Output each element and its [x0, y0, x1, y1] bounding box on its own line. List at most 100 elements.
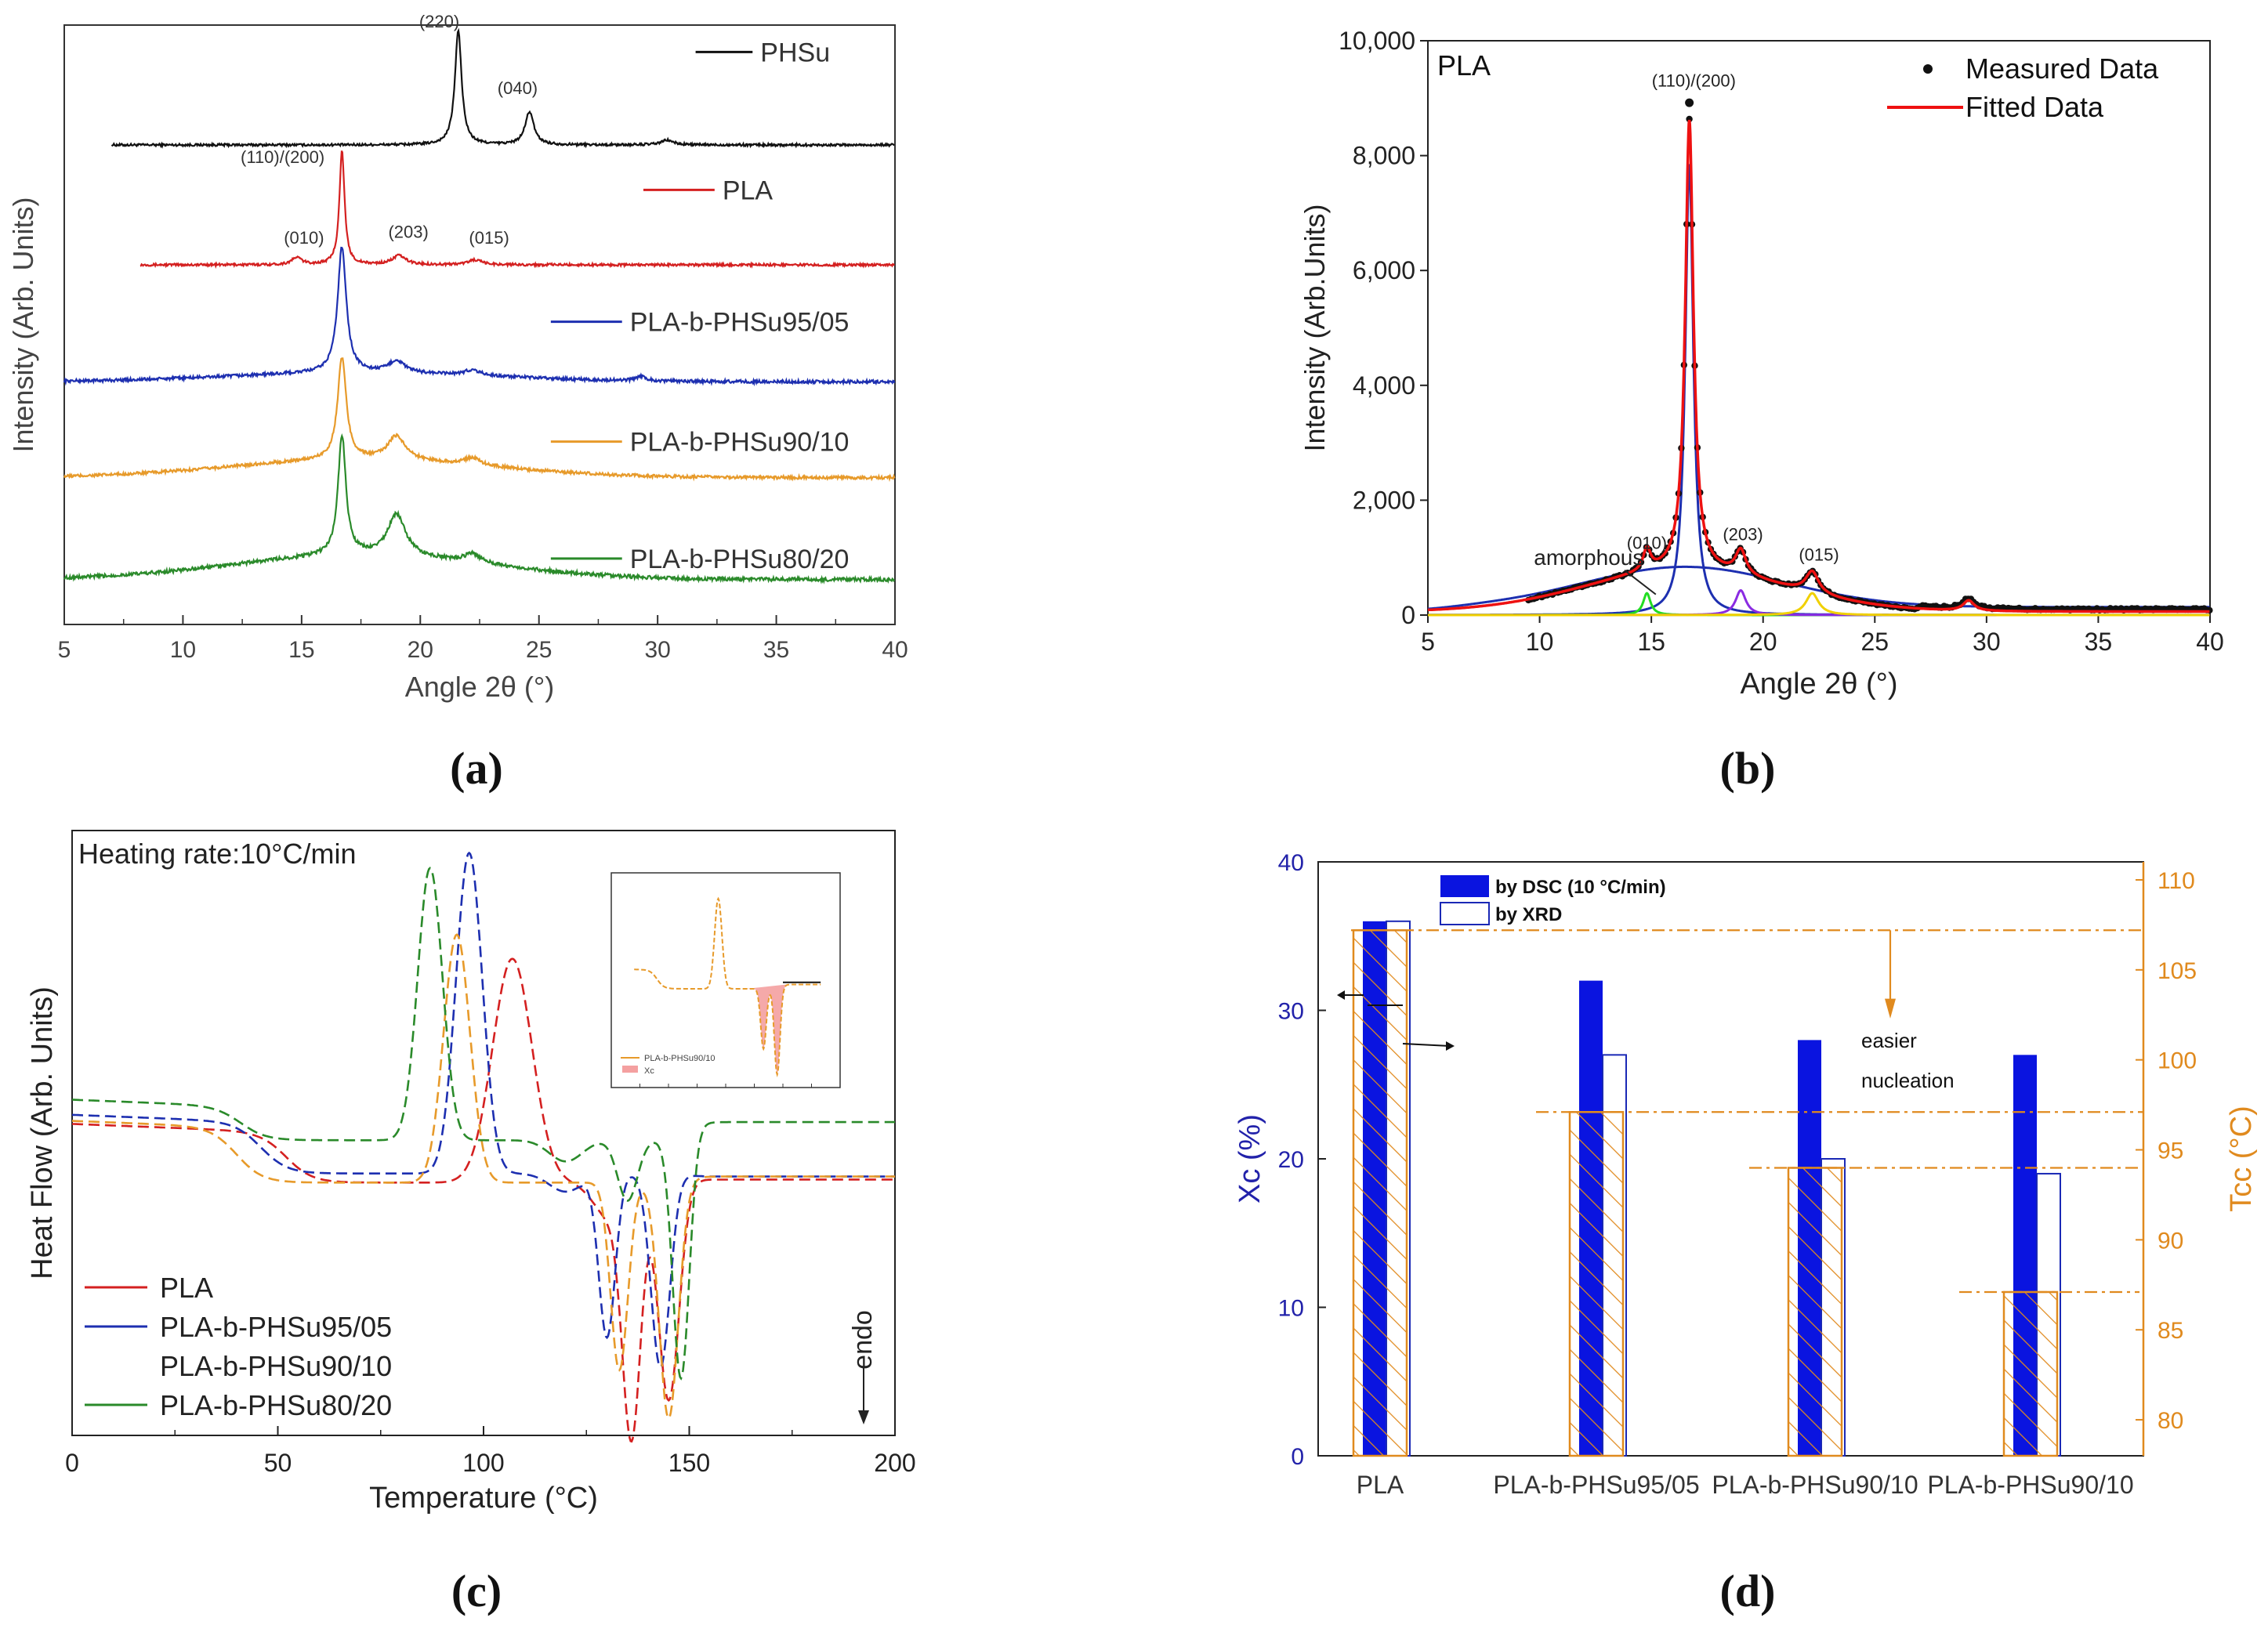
panel-a-xtick-label: 20 — [408, 637, 433, 663]
panel-d-ylabel-right: Tcc (°C) — [2225, 1106, 2258, 1212]
panel-b-fitted-line — [1428, 119, 2210, 614]
panel-b-xtick-label: 5 — [1421, 628, 1435, 656]
panel-d-ytick-right-label: 105 — [2157, 958, 2197, 984]
panel-a-xtick-label: 30 — [644, 637, 670, 663]
panel-c-legend-text: PLA-b-PHSu80/20 — [160, 1389, 392, 1421]
panel-a-legend-text: PLA-b-PHSu95/05 — [630, 308, 850, 338]
panel-d-annotation-easier: easier — [1861, 1029, 1917, 1052]
panel-d-ytick-left-label: 0 — [1291, 1444, 1304, 1470]
panel-d-ylabel-left: Xc (%) — [1234, 1114, 1266, 1203]
panel-d-ytick-right-label: 100 — [2157, 1048, 2197, 1074]
panel-b-legend-dot — [1923, 64, 1933, 74]
panel-c-endo-arrowhead — [858, 1410, 869, 1424]
panel-a-peak-label: (015) — [469, 228, 509, 248]
panel-a-xtick-label: 10 — [170, 637, 196, 663]
panel-a-series-1 — [139, 150, 896, 270]
panel-c-inset-legend-text: Xc — [644, 1066, 654, 1076]
panel-a-peak-label: (110)/(200) — [241, 147, 324, 167]
panel-a-legend-text: PLA-b-PHSu80/20 — [630, 545, 850, 574]
panel-a-peak-label: (203) — [388, 223, 428, 242]
panel-a-series-0 — [111, 27, 895, 149]
panel-d-legend-dsc-swatch — [1440, 875, 1489, 897]
panel-b-xtick-label: 25 — [1860, 628, 1889, 656]
panel-a-xtick-label: 35 — [763, 637, 789, 663]
panel-d-caption: (d) — [1720, 1565, 1776, 1616]
panel-c-inset-legend-swatch — [622, 1066, 638, 1073]
panel-b-frame — [1427, 40, 2211, 616]
panel-c-legend-text: PLA-b-PHSu90/10 — [160, 1350, 392, 1382]
panel-b-xtick-label: 35 — [2085, 628, 2113, 656]
panel-b-ytick-label: 2,000 — [1353, 486, 1415, 514]
panel-a-legend-text: PLA — [723, 176, 774, 205]
panel-b-measured-point — [1686, 115, 1693, 123]
panel-b-peak-label: (110)/(200) — [1652, 71, 1736, 91]
panel-c-legend-text: PLA-b-PHSu95/05 — [160, 1311, 392, 1343]
panel-a-peak-label: (010) — [284, 228, 324, 248]
panel-a-series-2 — [63, 246, 896, 387]
panel-d-legend-dsc-text: by DSC (10 °C/min) — [1495, 877, 1666, 898]
panel-b-xtick-label: 30 — [1973, 628, 2001, 656]
panel-b-xtick-label: 10 — [1526, 628, 1554, 656]
panel-d-ytick-right-label: 85 — [2157, 1318, 2183, 1344]
panel-a-xtick-label: 15 — [288, 637, 314, 663]
panel-d-bar-tcc — [2002, 1290, 2059, 1457]
panel-d-bar-tcc — [1568, 1111, 1625, 1457]
panel-a-caption: (a) — [450, 743, 503, 794]
panel-b-peak-label: (010) — [1627, 534, 1667, 553]
panel-d-left-arrowhead — [1337, 990, 1345, 1000]
panel-a-series-4 — [63, 433, 896, 585]
panel-d-ytick-right-label: 80 — [2157, 1408, 2183, 1434]
panel-c-endo-label: endo — [848, 1310, 878, 1370]
panel-d-ytick-right-label: 110 — [2157, 868, 2195, 894]
panel-b-ytick-label: 8,000 — [1353, 142, 1415, 170]
panel-c-inset-curve — [634, 896, 821, 1077]
panel-c-legend-text: PLA — [160, 1272, 213, 1304]
panel-b-ylabel: Intensity (Arb.Units) — [1299, 204, 1331, 451]
panel-c-inset-fill — [746, 984, 787, 1075]
panel-c-annotation: Heating rate:10°C/min — [78, 838, 357, 870]
panel-d-ytick-right-label: 90 — [2157, 1228, 2183, 1254]
panel-b-legend-measured: Measured Data — [1965, 52, 2159, 85]
panel-a-peak-label: (220) — [419, 12, 459, 31]
panel-a-xlabel: Angle 2θ (°) — [405, 671, 555, 703]
panel-b-amorphous-arrow — [1624, 570, 1657, 595]
panel-d-bar-tcc — [1787, 1167, 1843, 1457]
panel-c-xlabel: Temperature (°C) — [369, 1482, 598, 1515]
panel-a-series-3 — [63, 357, 896, 483]
panel-b-ytick-label: 4,000 — [1353, 371, 1415, 400]
panel-b-legend-fitted: Fitted Data — [1965, 91, 2104, 123]
panel-c-xtick-label: 0 — [65, 1449, 79, 1477]
panel-c-series-3 — [71, 867, 895, 1381]
panel-b-measured-point — [1685, 98, 1694, 107]
panel-b-ytick-label: 6,000 — [1353, 256, 1415, 284]
panel-d-ytick-right-label: 95 — [2157, 1138, 2183, 1164]
panel-d-legend-xrd-swatch — [1440, 902, 1490, 925]
panel-d-right-arrow — [1402, 1043, 1451, 1047]
panel-b-peak-label: amorphous — [1534, 545, 1643, 570]
panel-c-xtick-label: 50 — [264, 1449, 292, 1477]
panel-b-inner-title: PLA — [1437, 49, 1491, 81]
panel-c-xtick-label: 100 — [462, 1449, 504, 1477]
panel-d-ytick-left-label: 20 — [1278, 1147, 1304, 1173]
panel-a-xtick-label: 25 — [526, 637, 552, 663]
panel-d-ytick-left-label: 40 — [1278, 850, 1304, 876]
panel-c-xtick-label: 150 — [668, 1449, 710, 1477]
panel-d-category-label: PLA-b-PHSu90/10 — [1712, 1471, 1918, 1499]
panel-c-series-1 — [71, 851, 895, 1369]
panel-c-caption: (c) — [451, 1565, 502, 1616]
panel-b-xtick-label: 15 — [1637, 628, 1665, 656]
panel-d-arrowhead — [1885, 998, 1896, 1019]
panel-d-legend-xrd-text: by XRD — [1495, 904, 1562, 925]
panel-c-xtick-label: 200 — [874, 1449, 915, 1477]
panel-d-bar-tcc — [1352, 929, 1408, 1457]
panel-d-annotation-nucleation: nucleation — [1861, 1069, 1955, 1092]
panel-c-inset-frame — [610, 872, 841, 1088]
panel-a-legend-text: PHSu — [760, 38, 830, 67]
panel-d-category-label: PLA-b-PHSu90/10 — [1927, 1471, 2133, 1499]
panel-b-ytick-label: 10,000 — [1339, 27, 1415, 55]
panel-b-peak-label: (015) — [1799, 545, 1839, 564]
panel-b-component-4 — [1428, 592, 2210, 617]
panel-b-xtick-label: 20 — [1749, 628, 1777, 656]
panel-d-ytick-left-label: 10 — [1278, 1296, 1304, 1322]
